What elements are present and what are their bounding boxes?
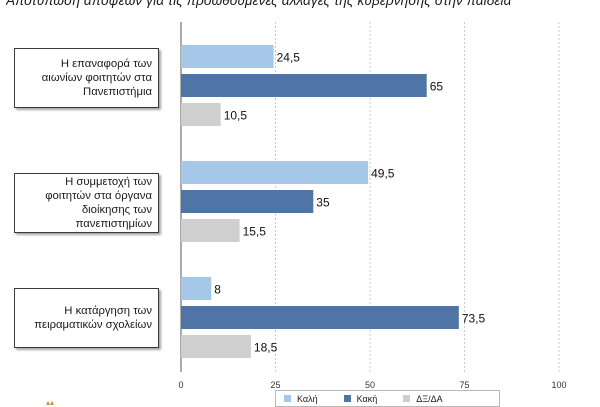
legend-item-good: Καλή xyxy=(284,394,318,404)
data-label: 73,5 xyxy=(462,312,486,326)
bar xyxy=(181,190,314,213)
data-label: 10,5 xyxy=(224,109,248,123)
legend-item-bad: Κακή xyxy=(343,393,378,404)
legend: Καλή Κακή ΔΞ/ΔΑ xyxy=(275,390,500,407)
data-label: 49,5 xyxy=(371,167,395,181)
tick-label: 100 xyxy=(551,380,566,390)
logo-icon: ▴▴ xyxy=(46,398,55,407)
category-label-2: Η συμμετοχή των φοιτητών στα όργανα διοί… xyxy=(14,173,159,233)
chart-title: Αποτύπωση απόψεων για τις προωθούμενες α… xyxy=(6,0,512,8)
category-label-text: Η συμμετοχή των φοιτητών στα όργανα διοί… xyxy=(45,176,152,230)
bar xyxy=(181,219,240,242)
legend-swatch-bad xyxy=(343,395,351,402)
legend-label-good: Καλή xyxy=(297,393,318,404)
category-label-text: Η επαναφορά των αιωνίων φοιτητών στα Παν… xyxy=(41,58,152,98)
legend-label-dkna: ΔΞ/ΔΑ xyxy=(416,393,443,404)
data-label: 35 xyxy=(316,196,330,210)
data-label: 18,5 xyxy=(254,341,278,355)
category-label-text: Η κατάργηση των πειραματικών σχολείων xyxy=(34,305,152,331)
data-label: 15,5 xyxy=(243,225,267,239)
bar xyxy=(181,277,212,300)
legend-item-dkna: ΔΞ/ΔΑ xyxy=(403,393,443,404)
category-label-3: Η κατάργηση των πειραματικών σχολείων xyxy=(14,288,159,348)
tick-label: 50 xyxy=(365,380,375,390)
bar xyxy=(181,103,221,126)
data-label: 24,5 xyxy=(277,51,301,65)
data-label: 8 xyxy=(214,283,221,297)
bar xyxy=(181,335,251,358)
legend-swatch-dkna xyxy=(403,395,411,402)
tick-label: 25 xyxy=(270,380,280,390)
bar xyxy=(181,161,369,184)
bar xyxy=(181,45,274,68)
tick-label: 75 xyxy=(459,380,469,390)
legend-label-bad: Κακή xyxy=(356,393,378,404)
bar xyxy=(181,306,459,329)
bar xyxy=(181,74,427,97)
category-label-1: Η επαναφορά των αιωνίων φοιτητών στα Παν… xyxy=(14,48,159,108)
tick-label: 0 xyxy=(178,380,183,390)
data-label: 65 xyxy=(430,80,444,94)
legend-swatch-good xyxy=(284,395,291,402)
